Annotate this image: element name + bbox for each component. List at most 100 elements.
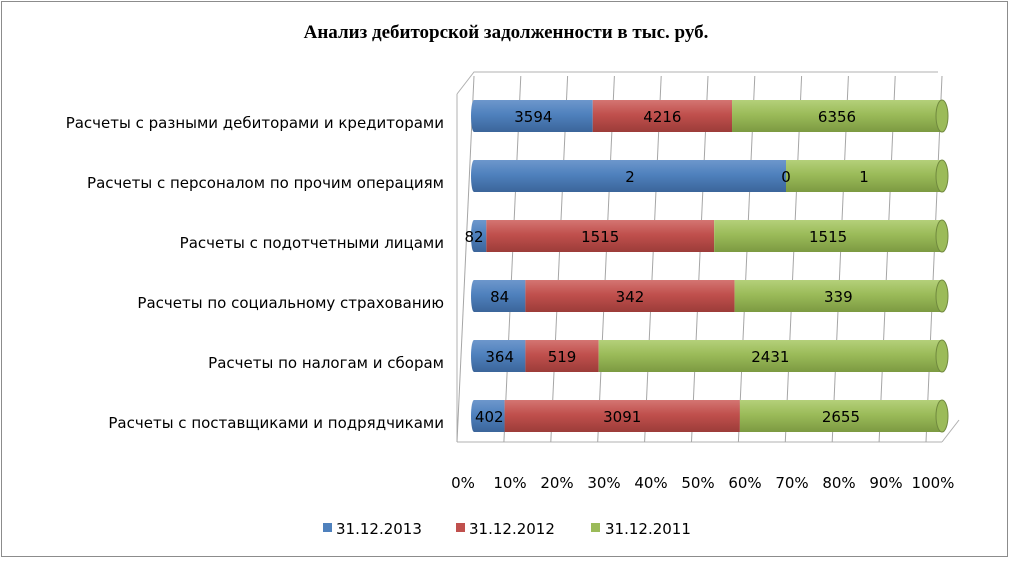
bar-cap-left xyxy=(471,220,477,252)
bar-segment xyxy=(732,100,942,132)
bar-segment xyxy=(474,280,526,312)
gridline xyxy=(831,75,849,443)
category-label: Расчеты с разными дебиторами и кредитора… xyxy=(66,114,444,132)
plot-area-walls xyxy=(456,71,960,443)
bar-segment xyxy=(474,160,786,192)
bar-cap-right xyxy=(935,219,949,253)
data-labels: 3594 4216 6356 2 0 1 82 1515 1515 84 342 339 364 519 2… xyxy=(464,108,868,426)
legend-item: 31.12.2011 xyxy=(591,520,691,538)
x-tick-label: 100% xyxy=(912,474,955,492)
x-tick-label: 50% xyxy=(681,474,714,492)
x-tick-label: 40% xyxy=(634,474,667,492)
gridline xyxy=(925,75,943,443)
legend-swatch-red xyxy=(456,523,465,532)
bars xyxy=(471,99,949,433)
back-wall-edge xyxy=(456,71,938,95)
legend-item: 31.12.2013 xyxy=(323,520,422,538)
data-label: 82 xyxy=(464,228,483,246)
bar-cap-left xyxy=(471,100,477,132)
gridline xyxy=(597,75,615,443)
legend-label: 31.12.2011 xyxy=(605,520,691,538)
x-tick-label: 60% xyxy=(728,474,761,492)
x-tick-label: 10% xyxy=(493,474,526,492)
bar-segment xyxy=(474,340,526,372)
bar-cap-left xyxy=(471,160,477,192)
category-label: Расчеты по налогам и сборам xyxy=(208,354,444,372)
bar-segment xyxy=(598,340,942,372)
bar-segment xyxy=(739,400,942,432)
data-label: 6356 xyxy=(818,108,856,126)
bar-row xyxy=(471,99,949,133)
x-tick-label: 90% xyxy=(869,474,902,492)
gridline xyxy=(737,75,756,443)
gridlines xyxy=(456,75,943,443)
bar-segment xyxy=(525,280,735,312)
data-label: 342 xyxy=(616,288,645,306)
gridline xyxy=(784,75,803,443)
x-tick-label: 80% xyxy=(822,474,855,492)
x-tick-label: 30% xyxy=(587,474,620,492)
bar-cap-right xyxy=(935,399,949,433)
bar-row xyxy=(471,159,949,193)
bar-cap-right xyxy=(935,159,949,193)
x-tick-label: 70% xyxy=(775,474,808,492)
x-axis-ticks: 0% 10% 20% 30% 40% 50% 60% 70% 80% 90% 100% xyxy=(451,474,954,492)
data-label: 2 xyxy=(625,168,635,186)
data-label: 339 xyxy=(824,288,853,306)
gridline xyxy=(644,75,662,443)
bar-row xyxy=(471,279,949,313)
legend-swatch-green xyxy=(591,523,600,532)
bar-segment xyxy=(474,100,593,132)
bar-segment xyxy=(592,100,733,132)
bar-segment xyxy=(504,400,740,432)
category-label: Расчеты с персоналом по прочим операциям xyxy=(87,174,444,192)
data-label: 402 xyxy=(475,408,504,426)
bar-cap-right xyxy=(935,339,949,373)
data-label: 3091 xyxy=(603,408,641,426)
category-labels: Расчеты с разными дебиторами и кредитора… xyxy=(66,114,444,432)
legend-label: 31.12.2013 xyxy=(336,520,422,538)
bar-cap-left xyxy=(471,400,477,432)
bar-cap-left xyxy=(471,280,477,312)
gridline xyxy=(456,75,475,443)
data-label: 364 xyxy=(485,348,514,366)
category-label: Расчеты по социальному страхованию xyxy=(137,294,444,312)
gridline xyxy=(691,75,709,443)
data-label: 519 xyxy=(548,348,577,366)
bar-segment xyxy=(786,160,942,192)
data-label: 2431 xyxy=(751,348,789,366)
bar-segment xyxy=(474,400,505,432)
floor-edge-right xyxy=(941,419,960,443)
bar-row xyxy=(471,219,949,253)
legend-swatch-blue xyxy=(323,523,332,532)
legend-label: 31.12.2012 xyxy=(469,520,555,538)
gridline xyxy=(550,75,569,443)
data-label: 3594 xyxy=(514,108,552,126)
bar-segment xyxy=(474,220,487,252)
bar-cap-left xyxy=(471,340,477,372)
bar-cap-right xyxy=(935,99,949,133)
category-label: Расчеты с подотчетными лицами xyxy=(180,234,444,252)
data-label: 0 xyxy=(781,168,791,186)
data-label: 84 xyxy=(490,288,509,306)
data-label: 1 xyxy=(859,168,869,186)
bar-cap-right xyxy=(935,279,949,313)
x-tick-label: 0% xyxy=(451,474,475,492)
data-label: 2655 xyxy=(822,408,860,426)
data-label: 4216 xyxy=(643,108,681,126)
chart-title: Анализ дебиторской задолженности в тыс. … xyxy=(304,22,709,43)
bar-row xyxy=(471,339,949,373)
x-tick-label: 20% xyxy=(540,474,573,492)
bar-segment xyxy=(525,340,599,372)
category-label: Расчеты с поставщиками и подрядчиками xyxy=(108,414,444,432)
bar-row xyxy=(471,399,949,433)
data-label: 1515 xyxy=(581,228,619,246)
legend: 31.12.2013 31.12.2012 31.12.2011 xyxy=(323,520,691,538)
data-label: 1515 xyxy=(809,228,847,246)
bar-segment xyxy=(734,280,942,312)
gridline xyxy=(878,75,896,443)
gridline xyxy=(503,75,522,443)
bar-segment xyxy=(714,220,942,252)
